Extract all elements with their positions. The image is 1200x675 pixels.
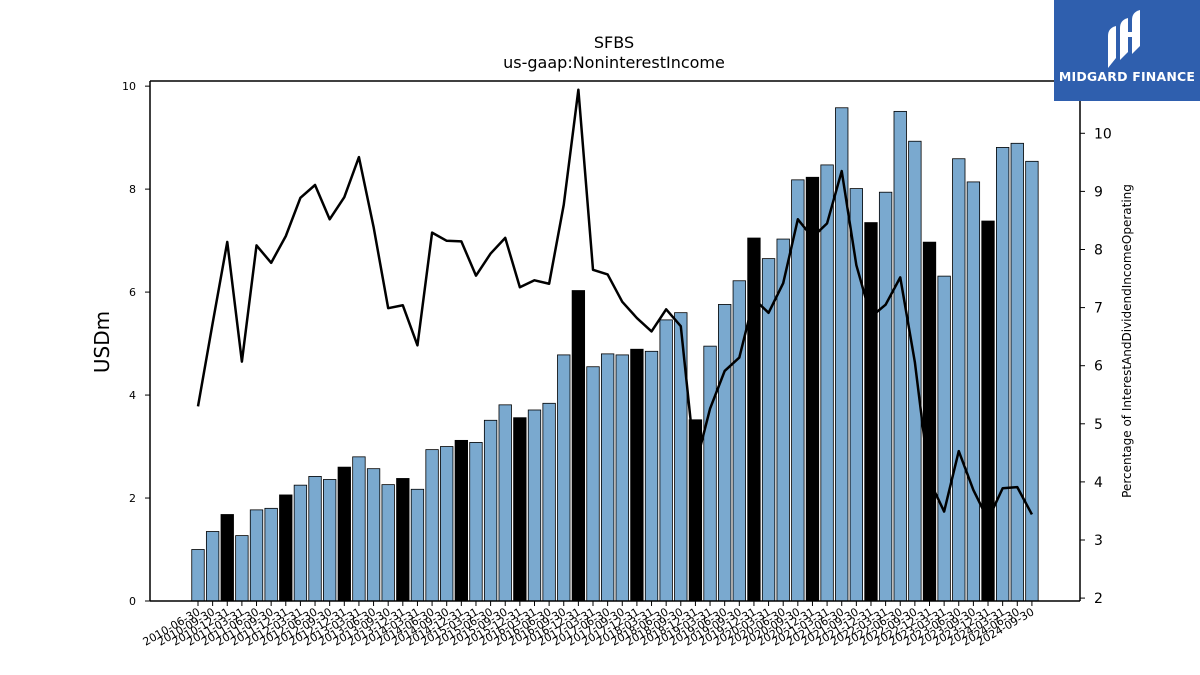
y-tick-label: 4	[129, 389, 136, 402]
y-tick-label: 8	[129, 183, 136, 196]
bar-2012-09-30	[323, 479, 337, 602]
bar-2016-03-31	[527, 409, 542, 602]
bar-2016-12-31	[571, 290, 586, 602]
bar-2023-09-30	[966, 181, 981, 602]
y2-tick-label: 8	[1094, 242, 1103, 258]
line-group	[196, 88, 1034, 521]
bar-2014-06-30	[425, 449, 439, 602]
bar-2013-03-31	[352, 456, 366, 602]
bar-2013-06-30	[366, 468, 381, 602]
bar-2015-09-30	[498, 404, 512, 602]
bar-2019-03-31	[703, 345, 717, 602]
bar-2024-06-30	[1010, 142, 1024, 602]
x-ticks-group: 2010-06-302010-09-302010-12-312011-03-31…	[141, 601, 1036, 649]
y-ticks-group: 0 2 4 6 8 10	[122, 80, 150, 608]
bar-2022-03-31	[878, 191, 893, 602]
title-group: SFBS us-gaap:NoninterestIncome	[503, 33, 725, 72]
bar-2020-12-31	[805, 176, 820, 602]
bar-2019-12-31	[747, 237, 761, 602]
logo-mark-icon	[1108, 10, 1140, 68]
bar-2021-03-31	[820, 164, 834, 602]
bar-2014-12-31	[454, 439, 468, 602]
bar-2024-03-31	[996, 147, 1010, 602]
y-tick-label: 6	[129, 286, 136, 299]
bar-2015-12-31	[513, 417, 527, 602]
bar-2010-12-31	[220, 514, 234, 602]
bar-2018-03-31	[644, 350, 659, 602]
y2-tick-label: 9	[1094, 184, 1103, 200]
y2-tick-label: 3	[1094, 533, 1103, 549]
bar-2016-06-30	[542, 402, 556, 602]
bar-2023-03-31	[937, 275, 951, 602]
bar-2022-06-30	[893, 110, 907, 602]
axes-group	[149, 80, 1081, 602]
bar-2010-09-30	[205, 531, 220, 602]
bar-2013-12-31	[396, 478, 410, 602]
bar-2018-06-30	[659, 319, 673, 602]
chart-subtitle: us-gaap:NoninterestIncome	[503, 53, 725, 72]
bar-2014-03-31	[410, 488, 425, 602]
y2-axis-label: Percentage of InterestAndDividendIncomeO…	[1120, 184, 1134, 498]
bar-2010-06-30	[191, 549, 205, 602]
bar-2021-09-30	[849, 188, 863, 602]
ratio-line	[196, 88, 1034, 521]
bar-2015-03-31	[469, 442, 483, 602]
bar-2021-06-30	[835, 107, 849, 602]
bar-2015-06-30	[483, 419, 498, 602]
logo-text: MIDGARD FINANCE	[1058, 69, 1196, 84]
bar-2022-12-31	[922, 241, 937, 602]
bar-2023-06-30	[952, 158, 966, 602]
bar-2011-09-30	[264, 507, 278, 602]
bar-2014-09-30	[440, 446, 454, 602]
bar-2021-12-31	[864, 222, 878, 602]
bar-2011-06-30	[249, 509, 264, 602]
bar-2013-09-30	[381, 484, 395, 602]
bar-2012-12-31	[337, 466, 351, 602]
bar-2011-03-31	[235, 535, 249, 602]
bar-2017-09-30	[615, 354, 629, 602]
y-tick-label: 2	[129, 492, 136, 505]
bars-group	[191, 107, 1039, 602]
bar-2024-09-30	[1025, 160, 1039, 602]
bar-2017-06-30	[600, 353, 615, 602]
bar-2017-03-31	[586, 366, 600, 602]
chart-title: SFBS	[594, 33, 634, 52]
bar-2017-12-31	[630, 348, 644, 602]
y-tick-label: 10	[122, 80, 136, 93]
y2-tick-label: 5	[1094, 417, 1103, 433]
bar-2016-09-30	[557, 354, 571, 602]
bar-2023-12-31	[981, 220, 995, 602]
y2-tick-label: 7	[1094, 301, 1103, 317]
bar-2018-09-30	[674, 312, 688, 602]
brand-logo: MIDGARD FINANCE	[1054, 0, 1200, 101]
y2-tick-label: 2	[1094, 591, 1103, 607]
y2-ticks-group: 2 3 4 5 6 7 8 9 10	[1080, 126, 1112, 607]
bar-2019-09-30	[732, 280, 746, 602]
bar-2012-06-30	[308, 476, 322, 602]
bar-2012-03-31	[293, 484, 308, 602]
y2-tick-label: 10	[1094, 126, 1112, 142]
y-axis-label: USDm	[90, 311, 114, 373]
y2-tick-label: 6	[1094, 359, 1103, 375]
y-tick-label: 0	[129, 595, 136, 608]
bar-2019-06-30	[718, 304, 732, 602]
y2-tick-label: 4	[1094, 475, 1103, 491]
bar-2011-12-31	[279, 494, 293, 602]
